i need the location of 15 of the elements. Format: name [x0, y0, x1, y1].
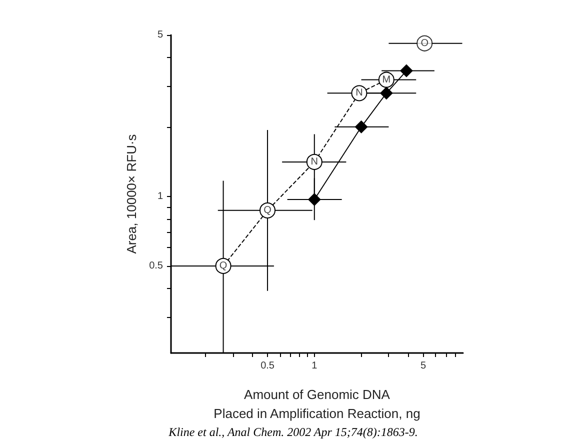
x-tick-label: 5 [420, 360, 426, 372]
annotation: N [356, 88, 363, 99]
x-tick-label: 0.5 [260, 360, 275, 372]
y-axis-title: Area, 10000× RFU·s [124, 134, 139, 254]
annotation: Q [219, 260, 228, 272]
text: Kline et al., Anal Chem. 2002 Apr 15;74(8):1863-9. [168, 425, 418, 439]
annotation: Q [264, 204, 272, 216]
y-tick-label: 0.5 [149, 260, 164, 272]
annotation: M [382, 74, 391, 86]
annotation: N [310, 156, 318, 168]
y-tick-label: 5 [157, 30, 164, 40]
x-axis-title: Amount of Genomic DNA Placed in Amplification Reaction, ng [214, 387, 420, 421]
x-tick-label: 1 [312, 360, 318, 372]
annotation: O [420, 38, 429, 49]
y-tick-label: 1 [157, 190, 164, 202]
